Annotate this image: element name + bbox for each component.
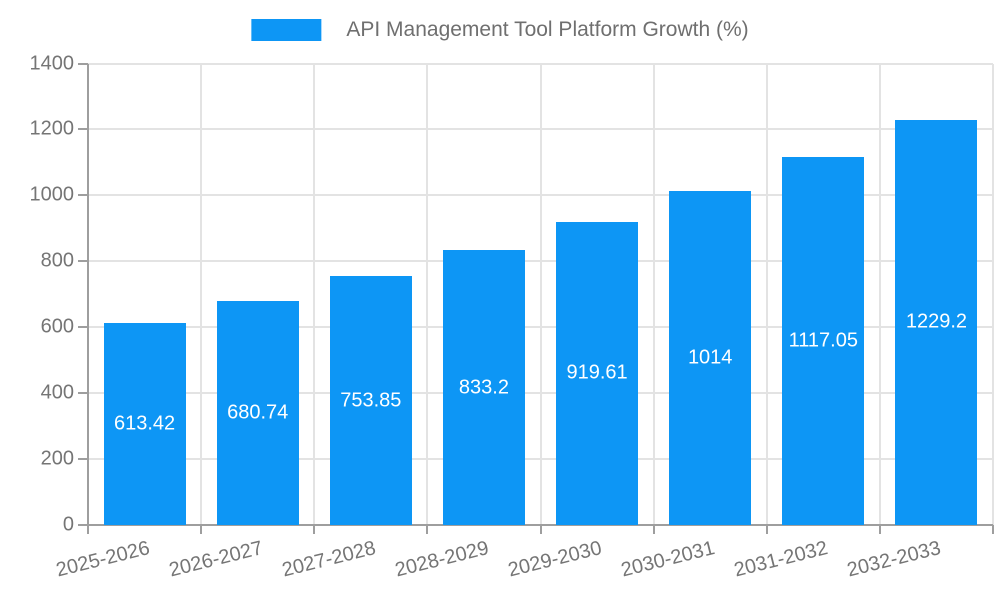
y-axis-line <box>87 63 89 534</box>
y-axis-tick <box>78 260 88 263</box>
x-axis-tick <box>539 525 542 534</box>
x-gridline <box>992 63 994 525</box>
x-axis-tick <box>200 525 203 534</box>
bar: 680.74 <box>216 300 299 525</box>
bar-value-label: 833.2 <box>458 376 509 399</box>
y-axis-tick <box>78 326 88 329</box>
x-axis-tick <box>992 525 994 534</box>
bar: 1117.05 <box>782 156 865 525</box>
x-tick-label: 2026-2027 <box>166 537 265 582</box>
y-axis-tick <box>78 392 88 395</box>
x-gridline <box>765 63 768 525</box>
y-axis-tick <box>78 62 88 65</box>
x-gridline <box>539 63 542 525</box>
legend-label: API Management Tool Platform Growth (%) <box>346 18 749 41</box>
x-tick-label: 2031-2032 <box>732 537 831 582</box>
bar: 613.42 <box>103 322 186 525</box>
x-axis-tick <box>313 525 316 534</box>
x-axis-tick <box>878 525 881 534</box>
x-gridline <box>878 63 881 525</box>
x-tick-label: 2028-2029 <box>392 537 491 582</box>
y-tick-label: 200 <box>40 447 74 470</box>
chart-legend[interactable]: API Management Tool Platform Growth (%) <box>251 18 749 42</box>
y-axis-tick <box>78 524 88 526</box>
x-axis-line <box>88 524 993 526</box>
bar: 1014 <box>669 190 752 525</box>
x-gridline <box>426 63 429 525</box>
bar-value-label: 1229.2 <box>905 310 968 333</box>
legend-swatch <box>251 19 322 41</box>
x-axis-tick <box>652 525 655 534</box>
x-axis-tick <box>426 525 429 534</box>
bar-value-label: 1014 <box>687 346 733 369</box>
y-tick-label: 1200 <box>29 117 75 140</box>
y-axis-tick <box>78 458 88 461</box>
x-tick-label: 2027-2028 <box>279 537 378 582</box>
bar-value-label: 1117.05 <box>788 329 858 352</box>
x-tick-label: 2025-2026 <box>53 537 152 582</box>
y-tick-label: 600 <box>40 315 74 338</box>
x-gridline <box>200 63 203 525</box>
bar-value-label: 680.74 <box>227 401 289 424</box>
bar: 919.61 <box>556 221 639 525</box>
bar-value-label: 613.42 <box>113 412 176 435</box>
x-tick-label: 2030-2031 <box>619 537 718 582</box>
y-tick-label: 1400 <box>29 52 75 74</box>
y-tick-label: 400 <box>40 381 74 404</box>
x-tick-label: 2032-2033 <box>845 537 944 582</box>
x-tick-label: 2029-2030 <box>505 537 605 582</box>
y-axis-tick <box>78 128 88 131</box>
bar-value-label: 753.85 <box>340 389 402 412</box>
bar: 1229.2 <box>895 119 978 525</box>
bar-value-label: 919.61 <box>566 361 628 384</box>
x-gridline <box>313 63 316 525</box>
bar: 753.85 <box>329 276 412 525</box>
y-tick-label: 0 <box>62 513 74 536</box>
x-gridline <box>652 63 655 525</box>
y-tick-label: 800 <box>40 249 74 272</box>
y-tick-label: 1000 <box>29 183 75 206</box>
y-axis-tick <box>78 194 88 197</box>
bar: 833.2 <box>442 250 525 525</box>
x-axis-tick <box>765 525 768 534</box>
